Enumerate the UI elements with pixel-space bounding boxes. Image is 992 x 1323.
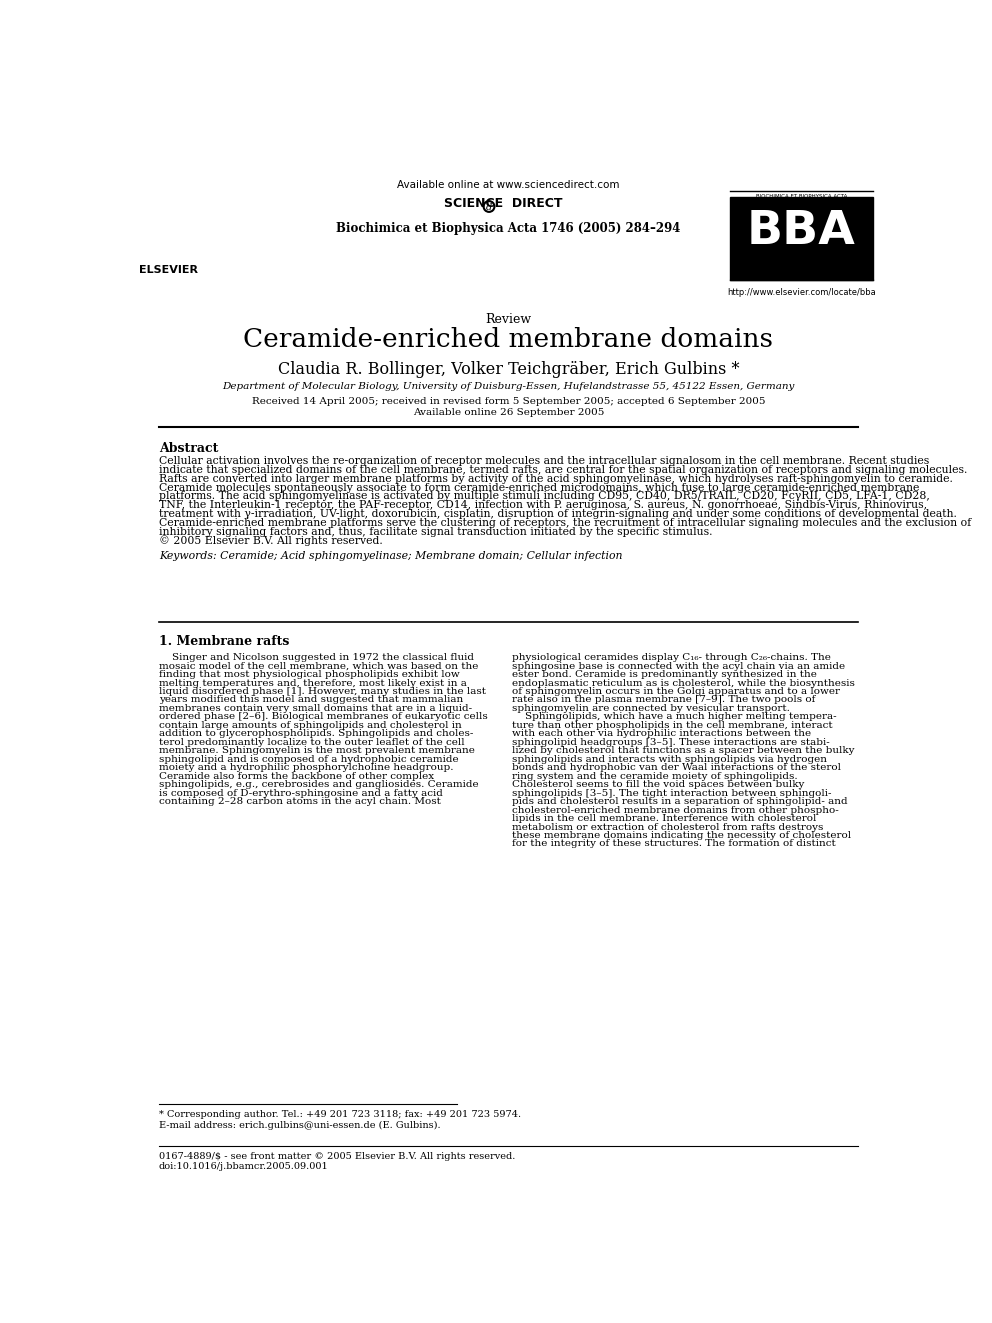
Bar xyxy=(730,197,873,280)
Text: doi:10.1016/j.bbamcr.2005.09.001: doi:10.1016/j.bbamcr.2005.09.001 xyxy=(159,1162,328,1171)
Text: Sphingolipids, which have a much higher melting tempera-: Sphingolipids, which have a much higher … xyxy=(512,712,836,721)
Text: sphingosine base is connected with the acyl chain via an amide: sphingosine base is connected with the a… xyxy=(512,662,844,671)
Text: membrane. Sphingomyelin is the most prevalent membrane: membrane. Sphingomyelin is the most prev… xyxy=(159,746,475,755)
Text: Cholesterol seems to fill the void spaces between bulky: Cholesterol seems to fill the void space… xyxy=(512,781,804,789)
Text: addition to glycerophospholipids. Sphingolipids and choles-: addition to glycerophospholipids. Sphing… xyxy=(159,729,473,738)
Text: BIOCHIMICA ET BIOPHYSICA ACTA: BIOCHIMICA ET BIOPHYSICA ACTA xyxy=(756,194,847,200)
Text: lipids in the cell membrane. Interference with cholesterol: lipids in the cell membrane. Interferenc… xyxy=(512,814,815,823)
Text: moiety and a hydrophilic phosphorylcholine headgroup.: moiety and a hydrophilic phosphorylcholi… xyxy=(159,763,453,773)
Text: Department of Molecular Biology, University of Duisburg-Essen, Hufelandstrasse 5: Department of Molecular Biology, Univers… xyxy=(222,382,795,392)
Text: sphingomyelin are connected by vesicular transport.: sphingomyelin are connected by vesicular… xyxy=(512,704,790,713)
Text: Biochimica et Biophysica Acta 1746 (2005) 284–294: Biochimica et Biophysica Acta 1746 (2005… xyxy=(336,222,681,235)
Text: SCIENCE  DIRECT: SCIENCE DIRECT xyxy=(444,197,563,210)
Text: © 2005 Elsevier B.V. All rights reserved.: © 2005 Elsevier B.V. All rights reserved… xyxy=(159,536,383,546)
Text: sphingolipid and is composed of a hydrophobic ceramide: sphingolipid and is composed of a hydrop… xyxy=(159,754,458,763)
Text: terol predominantly localize to the outer leaflet of the cell: terol predominantly localize to the oute… xyxy=(159,738,464,746)
Text: E-mail address: erich.gulbins@uni-essen.de (E. Gulbins).: E-mail address: erich.gulbins@uni-essen.… xyxy=(159,1121,440,1130)
Text: treatment with γ-irradiation, UV-light, doxorubicin, cisplatin, disruption of in: treatment with γ-irradiation, UV-light, … xyxy=(159,509,956,519)
Text: Ceramide molecules spontaneously associate to form ceramide-enriched microdomain: Ceramide molecules spontaneously associa… xyxy=(159,483,920,492)
Text: BBA: BBA xyxy=(747,209,856,254)
Text: pids and cholesterol results in a separation of sphingolipid- and: pids and cholesterol results in a separa… xyxy=(512,796,847,806)
Text: inhibitory signaling factors and, thus, facilitate signal transduction initiated: inhibitory signaling factors and, thus, … xyxy=(159,527,712,537)
Text: ordered phase [2–6]. Biological membranes of eukaryotic cells: ordered phase [2–6]. Biological membrane… xyxy=(159,712,488,721)
Text: Singer and Nicolson suggested in 1972 the classical fluid: Singer and Nicolson suggested in 1972 th… xyxy=(159,654,474,662)
Text: Available online 26 September 2005: Available online 26 September 2005 xyxy=(413,409,604,417)
Text: sphingolipid headgroups [3–5]. These interactions are stabi-: sphingolipid headgroups [3–5]. These int… xyxy=(512,738,829,746)
Text: Ceramide also forms the backbone of other complex: Ceramide also forms the backbone of othe… xyxy=(159,771,434,781)
Text: Review: Review xyxy=(485,312,532,325)
Text: contain large amounts of sphingolipids and cholesterol in: contain large amounts of sphingolipids a… xyxy=(159,721,461,730)
Text: containing 2–28 carbon atoms in the acyl chain. Most: containing 2–28 carbon atoms in the acyl… xyxy=(159,796,440,806)
Text: membranes contain very small domains that are in a liquid-: membranes contain very small domains tha… xyxy=(159,704,472,713)
Text: liquid disordered phase [1]. However, many studies in the last: liquid disordered phase [1]. However, ma… xyxy=(159,687,486,696)
Text: melting temperatures and, therefore, most likely exist in a: melting temperatures and, therefore, mos… xyxy=(159,679,467,688)
Text: mosaic model of the cell membrane, which was based on the: mosaic model of the cell membrane, which… xyxy=(159,662,478,671)
Text: Available online at www.sciencedirect.com: Available online at www.sciencedirect.co… xyxy=(397,180,620,191)
Text: TNF, the Interleukin-1 receptor, the PAF-receptor, CD14, infection with P. aerug: TNF, the Interleukin-1 receptor, the PAF… xyxy=(159,500,927,511)
Text: sphingolipids [3–5]. The tight interaction between sphingoli-: sphingolipids [3–5]. The tight interacti… xyxy=(512,789,831,798)
Text: Rafts are converted into larger membrane platforms by activity of the acid sphin: Rafts are converted into larger membrane… xyxy=(159,474,952,484)
Text: finding that most physiological phospholipids exhibit low: finding that most physiological phosphol… xyxy=(159,669,459,679)
Text: lized by cholesterol that functions as a spacer between the bulky: lized by cholesterol that functions as a… xyxy=(512,746,854,755)
Text: * Corresponding author. Tel.: +49 201 723 3118; fax: +49 201 723 5974.: * Corresponding author. Tel.: +49 201 72… xyxy=(159,1110,521,1119)
Text: d: d xyxy=(486,204,492,213)
Text: Claudia R. Bollinger, Volker Teichgräber, Erich Gulbins *: Claudia R. Bollinger, Volker Teichgräber… xyxy=(278,360,739,377)
Text: Abstract: Abstract xyxy=(159,442,218,455)
Text: 1. Membrane rafts: 1. Membrane rafts xyxy=(159,635,290,648)
Text: ELSEVIER: ELSEVIER xyxy=(140,265,198,275)
Text: indicate that specialized domains of the cell membrane, termed rafts, are centra: indicate that specialized domains of the… xyxy=(159,464,967,475)
Text: Keywords: Ceramide; Acid sphingomyelinase; Membrane domain; Cellular infection: Keywords: Ceramide; Acid sphingomyelinas… xyxy=(159,550,622,561)
Text: ester bond. Ceramide is predominantly synthesized in the: ester bond. Ceramide is predominantly sy… xyxy=(512,669,816,679)
Text: metabolism or extraction of cholesterol from rafts destroys: metabolism or extraction of cholesterol … xyxy=(512,823,823,831)
Text: http://www.elsevier.com/locate/bba: http://www.elsevier.com/locate/bba xyxy=(727,288,876,298)
Text: these membrane domains indicating the necessity of cholesterol: these membrane domains indicating the ne… xyxy=(512,831,850,840)
Text: rate also in the plasma membrane [7–9]. The two pools of: rate also in the plasma membrane [7–9]. … xyxy=(512,696,814,704)
Text: sphingolipids and interacts with sphingolipids via hydrogen: sphingolipids and interacts with sphingo… xyxy=(512,754,826,763)
Text: 0167-4889/$ - see front matter © 2005 Elsevier B.V. All rights reserved.: 0167-4889/$ - see front matter © 2005 El… xyxy=(159,1152,515,1162)
Text: Cellular activation involves the re-organization of receptor molecules and the i: Cellular activation involves the re-orga… xyxy=(159,456,930,466)
Text: ture than other phospholipids in the cell membrane, interact: ture than other phospholipids in the cel… xyxy=(512,721,832,730)
Text: cholesterol-enriched membrane domains from other phospho-: cholesterol-enriched membrane domains fr… xyxy=(512,806,838,815)
Text: physiological ceramides display C₁₆- through C₂₆-chains. The: physiological ceramides display C₁₆- thr… xyxy=(512,654,830,662)
Text: endoplasmatic reticulum as is cholesterol, while the biosynthesis: endoplasmatic reticulum as is cholestero… xyxy=(512,679,854,688)
Text: of sphingomyelin occurs in the Golgi apparatus and to a lower: of sphingomyelin occurs in the Golgi app… xyxy=(512,687,839,696)
Text: with each other via hydrophilic interactions between the: with each other via hydrophilic interact… xyxy=(512,729,810,738)
Text: Ceramide-enriched membrane platforms serve the clustering of receptors, the recr: Ceramide-enriched membrane platforms ser… xyxy=(159,519,971,528)
Text: Ceramide-enriched membrane domains: Ceramide-enriched membrane domains xyxy=(243,327,774,352)
Text: sphingolipids, e.g., cerebrosides and gangliosides. Ceramide: sphingolipids, e.g., cerebrosides and ga… xyxy=(159,781,478,789)
Text: platforms. The acid sphingomyelinase is activated by multiple stimuli including : platforms. The acid sphingomyelinase is … xyxy=(159,491,930,501)
Text: Received 14 April 2005; received in revised form 5 September 2005; accepted 6 Se: Received 14 April 2005; received in revi… xyxy=(252,397,765,406)
Text: bonds and hydrophobic van der Waal interactions of the sterol: bonds and hydrophobic van der Waal inter… xyxy=(512,763,840,773)
Text: ring system and the ceramide moiety of sphingolipids.: ring system and the ceramide moiety of s… xyxy=(512,771,798,781)
Text: is composed of D-erythro-sphingosine and a fatty acid: is composed of D-erythro-sphingosine and… xyxy=(159,789,442,798)
Text: years modified this model and suggested that mammalian: years modified this model and suggested … xyxy=(159,696,463,704)
Text: for the integrity of these structures. The formation of distinct: for the integrity of these structures. T… xyxy=(512,839,835,848)
